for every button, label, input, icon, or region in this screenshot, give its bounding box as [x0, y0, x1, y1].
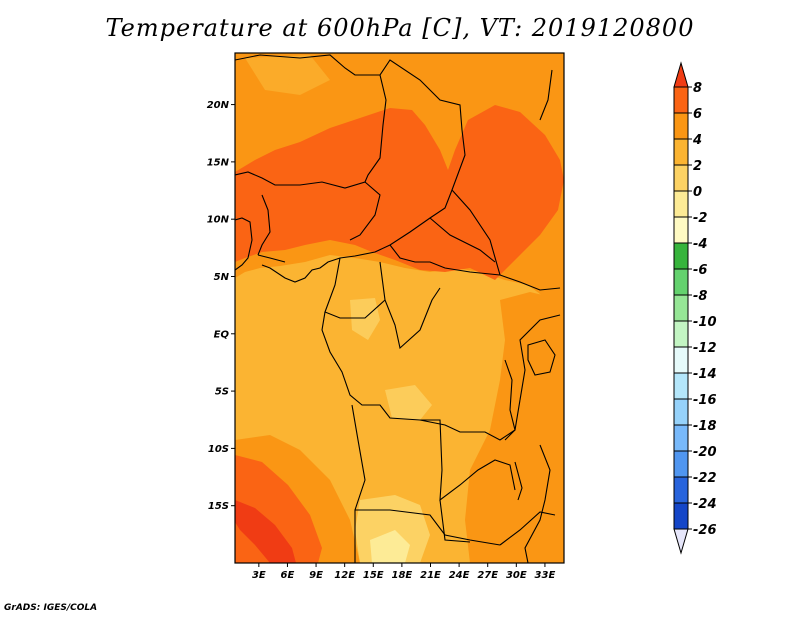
- colorbar-label: 6: [693, 107, 702, 122]
- country-borders: [235, 54, 561, 563]
- grads-credit: GrADS: IGES/COLA: [4, 603, 98, 613]
- colorbar-label: -4: [693, 237, 707, 252]
- latitude-axis: 20N 15N 10N 5N EQ 5S 10S 15S: [207, 100, 235, 512]
- lat-tick-label: 15N: [207, 157, 230, 168]
- temperature-field: [235, 53, 564, 563]
- colorbar-label: -8: [693, 289, 707, 304]
- colorbar-swatch: [673, 346, 689, 374]
- colorbar-label: -20: [693, 445, 717, 460]
- colorbar-swatch: [673, 190, 689, 218]
- lat-tick-label: 15S: [208, 501, 229, 512]
- colorbar-top-arrow: [673, 61, 689, 88]
- colorbar-label: -24: [693, 497, 717, 512]
- colorbar-swatch: [673, 242, 689, 270]
- colorbar-label: 0: [693, 185, 702, 200]
- colorbar-swatch: [673, 294, 689, 322]
- colorbar-label: 2: [693, 159, 702, 174]
- lon-tick-label: 33E: [535, 570, 556, 581]
- colorbar-bottom-arrow: [673, 528, 689, 555]
- colorbar-swatch: [673, 164, 689, 192]
- lat-tick-label: 5S: [215, 387, 229, 398]
- colorbar-swatch: [673, 398, 689, 426]
- colorbar-label: -26: [693, 523, 717, 538]
- colorbar-label: -18: [693, 419, 717, 434]
- lon-tick-label: 30E: [506, 570, 527, 581]
- colorbar-label: 8: [693, 81, 702, 96]
- lon-tick-label: 6E: [281, 570, 295, 581]
- colorbar: 8 6 4 2 0 -2 -4 -6 -8 -10 -12 -14 -16 -18 -20 -22 -24 -26: [673, 61, 717, 555]
- lon-tick-label: 18E: [392, 570, 413, 581]
- colorbar-swatch: [673, 86, 689, 114]
- colorbar-label: -6: [693, 263, 707, 278]
- map-frame: [234, 52, 565, 564]
- colorbar-swatch: [673, 268, 689, 296]
- lon-tick-label: 3E: [252, 570, 266, 581]
- lat-tick-label: 10S: [208, 444, 229, 455]
- colorbar-swatch: [673, 112, 689, 140]
- colorbar-label: -16: [693, 393, 717, 408]
- colorbar-label: -14: [693, 367, 717, 382]
- lon-tick-label: 12E: [334, 570, 355, 581]
- colorbar-label: -12: [693, 341, 717, 356]
- colorbar-label: -22: [693, 471, 717, 486]
- lon-tick-label: 27E: [477, 570, 498, 581]
- colorbar-label: -10: [693, 315, 717, 330]
- lat-tick-label: 20N: [207, 100, 230, 111]
- colorbar-swatch: [673, 424, 689, 452]
- colorbar-label: 4: [692, 133, 702, 148]
- colorbar-swatch: [673, 450, 689, 478]
- colorbar-swatch: [673, 216, 689, 244]
- lon-tick-label: 24E: [449, 570, 470, 581]
- colorbar-label: -2: [693, 211, 707, 226]
- colorbar-swatch: [673, 476, 689, 504]
- lon-tick-label: 9E: [309, 570, 323, 581]
- lon-tick-label: 21E: [420, 570, 441, 581]
- colorbar-swatch: [673, 320, 689, 348]
- map-title: Temperature at 600hPa [C], VT: 201912080…: [105, 14, 695, 42]
- colorbar-swatch: [673, 138, 689, 166]
- lon-tick-label: 15E: [363, 570, 384, 581]
- lat-tick-label: EQ: [214, 329, 230, 340]
- lat-tick-label: 10N: [207, 215, 230, 226]
- lat-tick-label: 5N: [214, 272, 230, 283]
- longitude-axis: 3E 6E 9E 12E 15E 18E 21E 24E 27E 30E 33E: [252, 563, 556, 581]
- colorbar-swatch: [673, 502, 689, 530]
- colorbar-swatch: [673, 372, 689, 400]
